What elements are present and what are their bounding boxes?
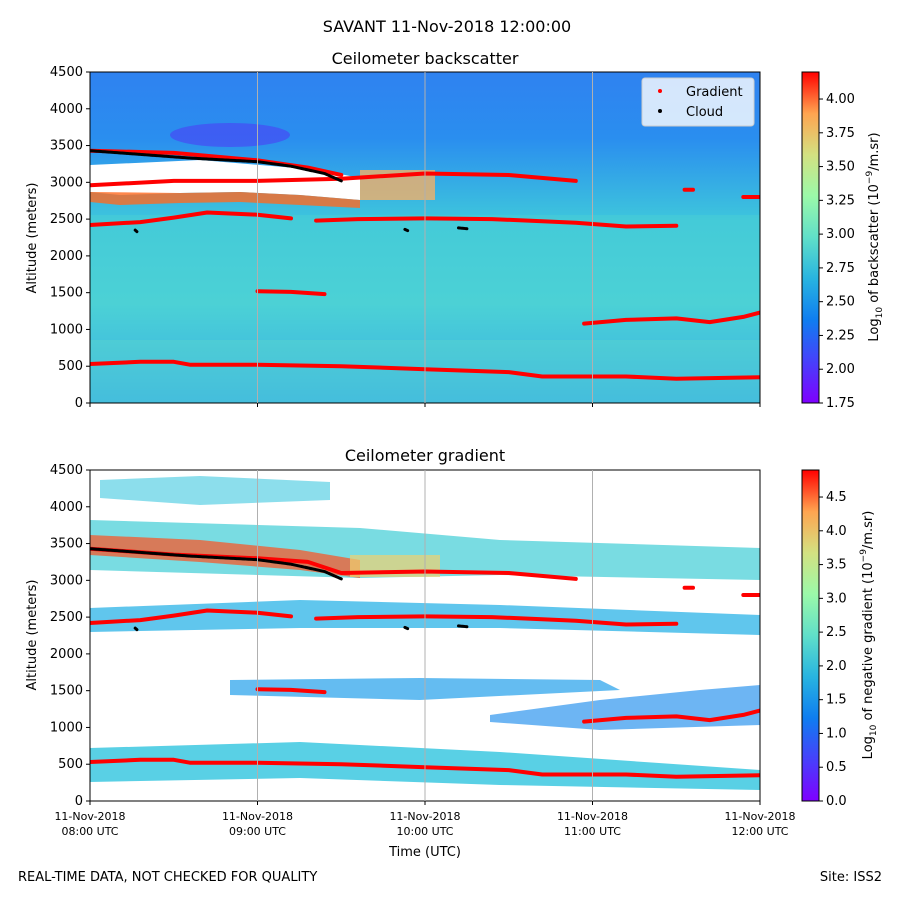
gradient-series-line	[90, 171, 578, 188]
y-tick-label: 1000	[50, 720, 83, 735]
x-axis-label: Time (UTC)	[388, 845, 461, 860]
colorbar-tick-label: 2.50	[826, 295, 855, 310]
gradient-series-line	[314, 216, 679, 229]
colorbar-ticks: 0.0 0.5 1.0 1.5 2.0 2.5 3.0 3.5 4.0 4.5	[819, 490, 847, 809]
backscatter-panel: Ceilometer backscatter 0 500 1000 1500 2000 2…	[25, 49, 885, 411]
gradient-series-line	[582, 310, 760, 326]
y-axis-label: Altitude (meters)	[25, 183, 40, 294]
gradient-series-line	[90, 608, 293, 625]
colorbar-tick-label: 3.0	[826, 591, 847, 606]
cloud-series-line	[133, 228, 139, 234]
x-gridlines	[257, 470, 593, 801]
colorbar-tick-label: 2.25	[826, 328, 855, 343]
y-tick-label: 0	[75, 794, 83, 809]
x-tick-label-time: 11:00 UTC	[564, 825, 621, 838]
colorbar-tick-label: 3.5	[826, 558, 847, 573]
figure-suptitle: SAVANT 11-Nov-2018 12:00:00	[323, 17, 571, 36]
gradient-series-line	[90, 210, 293, 227]
y-tick-label: 1500	[50, 286, 83, 301]
colorbar-gradient	[801, 469, 820, 802]
y-tick-label: 1500	[50, 684, 83, 699]
gradient-panel: Ceilometer gradient 0 500 1000 1500 2000 2500…	[25, 446, 879, 860]
cloud-series-line	[403, 625, 410, 631]
footer-site: Site: ISS2	[819, 870, 882, 885]
colorbar-tick-label: 3.75	[826, 126, 855, 141]
x-tick-label-date: 11-Nov-2018	[389, 810, 460, 823]
legend-label-cloud: Cloud	[686, 105, 723, 120]
y-axis: 0 500 1000 1500 2000 2500 3000 3500 4000 4500	[50, 65, 90, 411]
colorbar-tick-label: 0.5	[826, 760, 847, 775]
y-tick-label: 3000	[50, 175, 83, 190]
cloud-series-line	[457, 226, 469, 231]
colorbar-tick-label: 1.0	[826, 726, 847, 741]
legend-label-gradient: Gradient	[686, 85, 743, 100]
x-gridlines	[257, 72, 593, 403]
legend-marker-gradient	[658, 89, 662, 93]
gradient-band-4000	[100, 476, 330, 505]
y-tick-label: 4000	[50, 102, 83, 117]
colorbar-tick-label: 3.25	[826, 193, 855, 208]
x-tick-label-date: 11-Nov-2018	[222, 810, 293, 823]
chart-title: Ceilometer gradient	[345, 446, 505, 465]
y-tick-label: 4500	[50, 65, 83, 80]
colorbar-tick-label: 4.5	[826, 490, 847, 505]
backscatter-cloud-edge	[90, 192, 360, 208]
backscatter-colorbar: 1.75 2.00 2.25 2.50 2.75 3.00 3.25 3.50 3.75 4.00…	[801, 71, 885, 411]
y-tick-label: 1000	[50, 322, 83, 337]
y-tick-label: 4000	[50, 500, 83, 515]
x-tick-label-time: 08:00 UTC	[61, 825, 118, 838]
x-axis: 11-Nov-2018 08:00 UTC 11-Nov-2018 09:00 UTC…	[54, 801, 796, 838]
footer-disclaimer: REAL-TIME DATA, NOT CHECKED FOR QUALITY	[18, 870, 318, 885]
colorbar-tick-label: 4.0	[826, 524, 847, 539]
x-axis	[89, 403, 761, 407]
colorbar-tick-label: 3.50	[826, 160, 855, 175]
y-tick-label: 2000	[50, 647, 83, 662]
x-tick-label-time: 10:00 UTC	[396, 825, 453, 838]
colorbar-label: Log10 of backscatter (10−9/m.sr)	[865, 132, 885, 341]
x-tick-label-date: 11-Nov-2018	[557, 810, 628, 823]
legend-box	[641, 77, 755, 127]
gradient-colorbar: 0.0 0.5 1.0 1.5 2.0 2.5 3.0 3.5 4.0 4.5 Log10 of …	[801, 469, 879, 809]
cloud-series-line	[403, 227, 410, 233]
gradient-series-line	[255, 289, 327, 297]
y-tick-label: 0	[75, 396, 83, 411]
y-tick-label: 3000	[50, 573, 83, 588]
cloud-series-line	[133, 626, 139, 632]
colorbar-label: Log10 of negative gradient (10−9/m.sr)	[859, 511, 879, 760]
x-tick-label-time: 09:00 UTC	[229, 825, 286, 838]
cloud-series-line	[457, 624, 469, 629]
legend-marker-cloud	[658, 109, 662, 113]
colorbar-tick-label: 2.5	[826, 625, 847, 640]
y-tick-label: 3500	[50, 537, 83, 552]
colorbar-gradient	[801, 71, 820, 404]
gradient-series-line	[582, 708, 760, 724]
colorbar-tick-label: 0.0	[826, 794, 847, 809]
colorbar-tick-label: 1.75	[826, 396, 855, 411]
y-tick-label: 500	[58, 359, 83, 374]
y-axis-label: Altitude (meters)	[25, 580, 40, 691]
gradient-series-line	[314, 614, 679, 627]
colorbar-tick-label: 3.00	[826, 227, 855, 242]
x-tick-label-date: 11-Nov-2018	[54, 810, 125, 823]
y-tick-label: 2000	[50, 249, 83, 264]
x-tick-label-time: 12:00 UTC	[731, 825, 788, 838]
colorbar-ticks: 1.75 2.00 2.25 2.50 2.75 3.00 3.25 3.50 3.75 4.00	[819, 92, 855, 411]
y-tick-label: 2500	[50, 610, 83, 625]
y-tick-label: 4500	[50, 463, 83, 478]
y-tick-label: 500	[58, 757, 83, 772]
backscatter-dark-patch	[170, 123, 290, 147]
colorbar-tick-label: 2.0	[826, 659, 847, 674]
colorbar-tick-label: 1.5	[826, 693, 847, 708]
colorbar-tick-label: 2.75	[826, 261, 855, 276]
colorbar-tick-label: 2.00	[826, 362, 855, 377]
legend: Gradient Cloud	[641, 77, 755, 127]
y-axis: 0 500 1000 1500 2000 2500 3000 3500 4000 4500	[50, 463, 90, 809]
y-tick-label: 2500	[50, 212, 83, 227]
y-tick-label: 3500	[50, 139, 83, 154]
colorbar-tick-label: 4.00	[826, 92, 855, 107]
chart-title: Ceilometer backscatter	[332, 49, 519, 68]
x-tick-label-date: 11-Nov-2018	[724, 810, 795, 823]
gradient-series-line	[255, 687, 327, 695]
